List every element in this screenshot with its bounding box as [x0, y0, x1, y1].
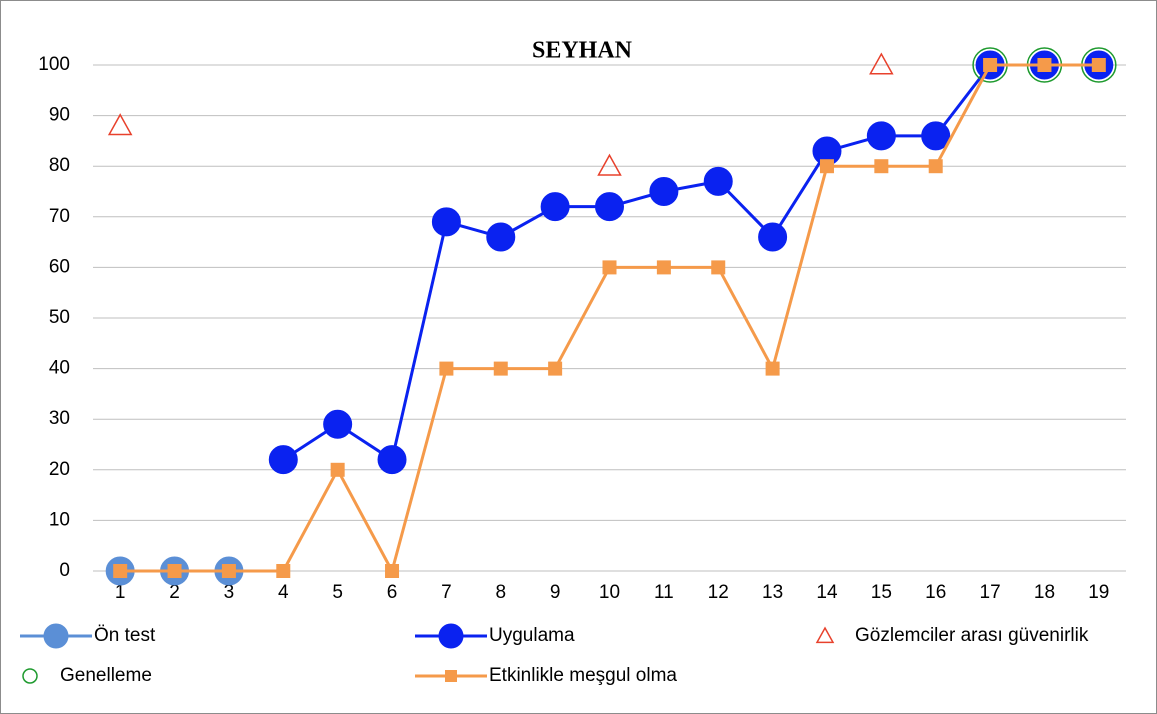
x-tick-label: 19: [1088, 582, 1109, 603]
y-tick-label: 10: [49, 509, 70, 530]
marker: [445, 670, 457, 682]
x-tick-label: 17: [980, 582, 1001, 603]
marker: [758, 222, 788, 252]
marker: [866, 121, 896, 151]
x-tick-label: 7: [441, 582, 452, 603]
marker: [765, 361, 780, 376]
marker: [113, 564, 128, 578]
marker: [385, 564, 400, 578]
series-line: [282, 63, 1099, 462]
marker: [493, 361, 508, 376]
x-tick-label: 13: [762, 582, 783, 603]
x-tick-label: 14: [816, 582, 838, 603]
y-tick-label: 40: [49, 358, 70, 379]
marker: [602, 260, 617, 275]
marker: [276, 564, 291, 578]
marker: [167, 564, 182, 578]
x-tick-label: 2: [169, 582, 180, 603]
marker: [43, 623, 69, 649]
x-tick-label: 11: [654, 582, 674, 603]
marker: [548, 361, 563, 376]
y-tick-label: 20: [49, 459, 70, 480]
marker: [1091, 58, 1106, 72]
y-tick-label: 100: [38, 54, 70, 75]
marker: [819, 159, 834, 174]
legend-label: Genelleme: [60, 665, 152, 686]
x-tick-label: 1: [115, 582, 126, 603]
marker: [107, 113, 133, 136]
chart-title: SEYHAN: [532, 38, 633, 64]
x-tick-label: 16: [925, 582, 946, 603]
x-tick-label: 8: [495, 582, 506, 603]
marker: [323, 409, 353, 439]
marker: [439, 361, 454, 376]
x-tick-label: 3: [224, 582, 235, 603]
x-tick-label: 9: [550, 582, 561, 603]
marker: [928, 159, 943, 174]
marker: [711, 260, 726, 275]
x-tick-label: 5: [332, 582, 343, 603]
x-tick-label: 18: [1034, 582, 1055, 603]
marker: [330, 462, 345, 477]
marker: [921, 121, 951, 151]
marker: [656, 260, 671, 275]
marker: [869, 52, 894, 75]
x-tick-label: 6: [387, 582, 398, 603]
x-tick-label: 15: [871, 582, 892, 603]
marker: [983, 58, 998, 72]
legend-label: Uygulama: [489, 625, 575, 646]
y-tick-label: 60: [49, 256, 70, 277]
y-tick-label: 30: [49, 408, 70, 429]
y-tick-label: 80: [49, 155, 70, 176]
marker: [649, 177, 679, 206]
y-tick-label: 90: [49, 105, 70, 126]
marker: [221, 564, 236, 578]
marker: [815, 626, 835, 644]
marker: [540, 192, 570, 222]
marker: [874, 159, 889, 174]
marker: [1037, 58, 1052, 72]
legend-label: Etkinlikle meşgul olma: [489, 665, 677, 686]
marker: [22, 668, 38, 684]
y-tick-label: 70: [49, 206, 70, 227]
marker: [486, 222, 516, 252]
x-tick-label: 10: [599, 582, 620, 603]
marker: [595, 192, 624, 222]
marker: [703, 166, 733, 196]
marker: [431, 207, 461, 237]
marker: [597, 153, 622, 176]
marker: [268, 445, 298, 475]
legend-label: Gözlemciler arası güvenirlik: [855, 625, 1089, 646]
legend-label: Ön test: [94, 625, 156, 646]
x-tick-label: 4: [278, 582, 289, 603]
marker: [377, 445, 407, 475]
marker: [438, 623, 464, 649]
y-tick-label: 0: [59, 560, 70, 581]
x-tick-label: 12: [708, 582, 729, 603]
y-tick-label: 50: [49, 307, 70, 328]
